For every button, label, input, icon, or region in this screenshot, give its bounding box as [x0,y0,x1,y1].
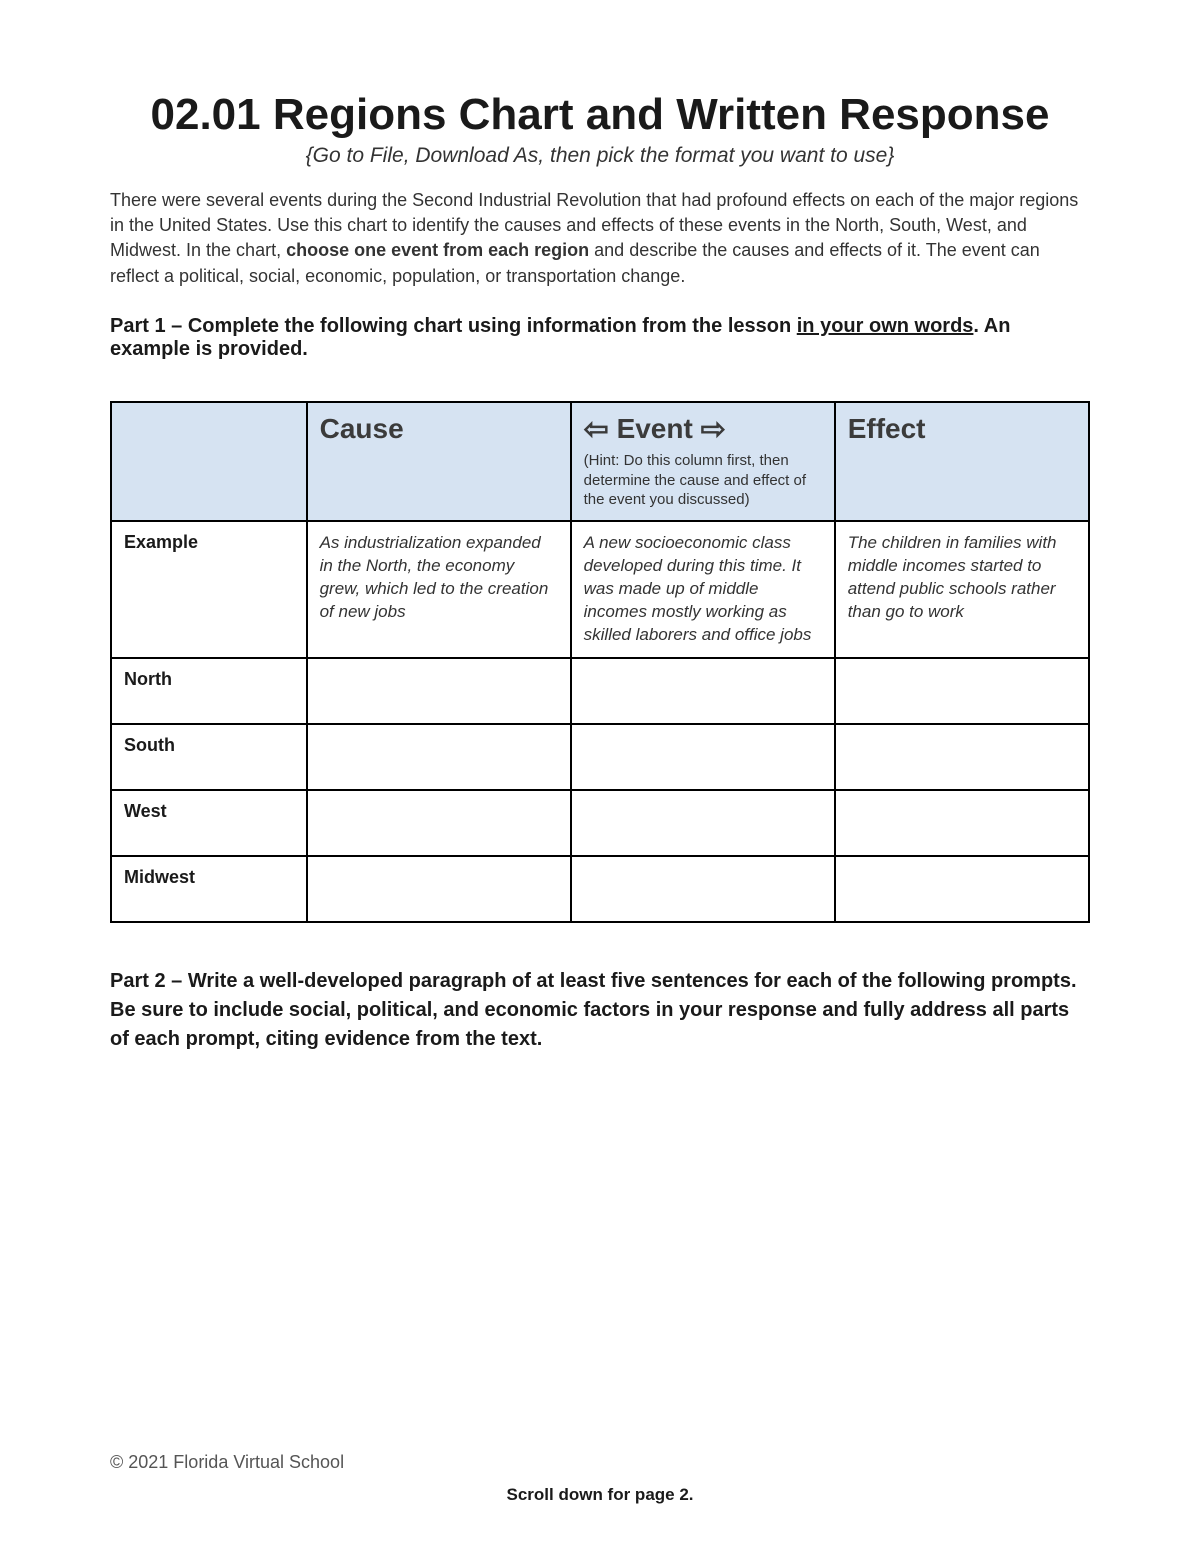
footer-copyright: © 2021 Florida Virtual School [110,1452,344,1473]
th-event-hint: (Hint: Do this column first, then determ… [584,451,822,510]
row-label: North [111,658,307,724]
th-effect: Effect [835,402,1089,521]
th-cause-label: Cause [320,413,404,444]
cell-event[interactable] [571,724,835,790]
table-row: South [111,724,1089,790]
cell-cause[interactable] [307,856,571,922]
th-event: ⇦ Event ⇨ (Hint: Do this column first, t… [571,402,835,521]
cell-cause[interactable] [307,790,571,856]
part2-heading: Part 2 – Write a well-developed paragrap… [110,967,1090,1054]
arrow-left-icon: ⇦ [584,415,609,445]
cell-effect[interactable] [835,856,1089,922]
intro-paragraph: There were several events during the Sec… [110,188,1090,289]
intro-bold: choose one event from each region [286,240,589,260]
table-row: North [111,658,1089,724]
footer-scroll-note: Scroll down for page 2. [0,1485,1200,1505]
regions-table: Cause ⇦ Event ⇨ (Hint: Do this column fi… [110,401,1090,923]
page-subtitle: {Go to File, Download As, then pick the … [110,144,1090,168]
row-label: Example [111,521,307,658]
cell-event: A new socioeconomic class developed duri… [571,521,835,658]
table-row: West [111,790,1089,856]
cell-cause: As industrialization expanded in the Nor… [307,521,571,658]
cell-effect[interactable] [835,724,1089,790]
th-blank [111,402,307,521]
cell-effect[interactable] [835,658,1089,724]
th-event-label: Event [617,413,693,444]
document-page: 02.01 Regions Chart and Written Response… [0,0,1200,1553]
part1-lead: Part 1 – Complete the following chart us… [110,315,797,337]
th-cause: Cause [307,402,571,521]
cell-cause[interactable] [307,658,571,724]
page-title: 02.01 Regions Chart and Written Response [110,90,1090,140]
part1-heading: Part 1 – Complete the following chart us… [110,315,1090,361]
part1-underlined: in your own words [797,315,974,337]
cell-effect: The children in families with middle inc… [835,521,1089,658]
row-label: West [111,790,307,856]
cell-cause[interactable] [307,724,571,790]
row-label: Midwest [111,856,307,922]
cell-event[interactable] [571,790,835,856]
arrow-right-icon: ⇨ [701,415,726,445]
th-effect-label: Effect [848,413,926,444]
cell-event[interactable] [571,658,835,724]
table-row: Midwest [111,856,1089,922]
row-label: South [111,724,307,790]
table-row: Example As industrialization expanded in… [111,521,1089,658]
cell-effect[interactable] [835,790,1089,856]
cell-event[interactable] [571,856,835,922]
table-header-row: Cause ⇦ Event ⇨ (Hint: Do this column fi… [111,402,1089,521]
